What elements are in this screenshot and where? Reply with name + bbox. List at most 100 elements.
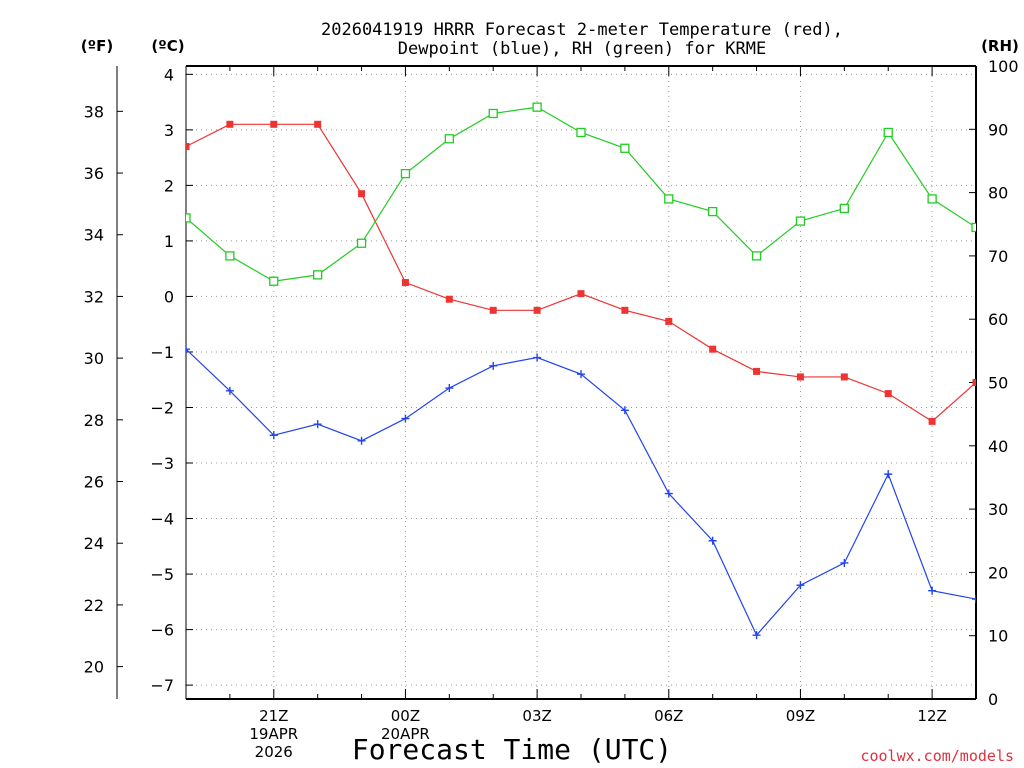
rh-tick-label: 20 [988, 563, 1008, 582]
dewpoint-point [708, 536, 717, 545]
celsius-tick-label: −3 [150, 454, 174, 473]
temperature-point [533, 306, 541, 314]
temperature-point [577, 290, 585, 298]
temperature-point [840, 373, 848, 381]
x-tick-label: 19APR [249, 725, 298, 743]
dewpoint-point [884, 470, 893, 479]
fahrenheit-tick-label: 20 [84, 658, 104, 677]
dewpoint-point [225, 386, 234, 395]
dewpoint-point [533, 353, 542, 362]
rh-point [532, 102, 542, 112]
temperature-point [270, 120, 278, 128]
celsius-tick-label: −5 [150, 565, 174, 584]
x-tick-label: 06Z [654, 707, 683, 725]
rh-point [883, 127, 893, 138]
credit-text: coolwx.com/models [860, 747, 1014, 765]
temperature-point [226, 120, 234, 128]
dewpoint-point [186, 345, 190, 354]
rh-tick-label: 0 [988, 690, 998, 709]
dewpoint-point [401, 414, 410, 423]
series-temperature [186, 120, 976, 425]
dewpoint-line [186, 348, 976, 637]
rh-point [839, 203, 849, 214]
dewpoint-point [445, 384, 454, 393]
fahrenheit-tick-label: 36 [84, 164, 104, 183]
temperature-point [665, 317, 673, 325]
fahrenheit-tick-label: 32 [84, 287, 104, 306]
rh-point [225, 251, 235, 261]
rh-tick-label: 30 [988, 500, 1008, 519]
fahrenheit-tick-label: 22 [84, 596, 104, 615]
rh-point [620, 143, 630, 153]
rh-point [795, 216, 806, 226]
celsius-unit-label: (ºC) [151, 37, 184, 55]
data-series [186, 102, 976, 640]
chart-title-line-1: 2026041919 HRRR Forecast 2-meter Tempera… [321, 20, 843, 40]
fahrenheit-unit-label: (ºF) [81, 37, 113, 55]
dewpoint-point [357, 436, 366, 445]
rh-tick-label: 60 [988, 310, 1008, 329]
fahrenheit-tick-label: 30 [84, 349, 104, 368]
rh-point [186, 213, 191, 223]
temperature-point [753, 367, 761, 375]
temperature-point [709, 345, 717, 353]
x-tick-label: 2026 [255, 743, 293, 761]
dewpoint-point [972, 595, 976, 604]
celsius-tick-label: 3 [164, 121, 174, 140]
fahrenheit-tick-label: 26 [84, 473, 104, 492]
temperature-point [884, 390, 892, 398]
x-tick-label: 03Z [522, 707, 551, 725]
x-tick-label: 00Z [391, 707, 420, 725]
dewpoint-point [928, 586, 937, 595]
x-axis-label: Forecast Time (UTC) [352, 733, 672, 766]
celsius-tick-label: −6 [150, 621, 174, 640]
rh-tick-label: 40 [988, 437, 1008, 456]
temperature-point [621, 306, 629, 314]
celsius-tick-label: 4 [164, 65, 174, 84]
celsius-tick-label: −2 [150, 398, 174, 417]
rh-point [488, 108, 498, 119]
rh-point [313, 270, 323, 280]
series-rh [186, 102, 976, 286]
axes [116, 65, 977, 700]
celsius-tick-label: −7 [150, 676, 174, 695]
rh-point [444, 134, 454, 144]
dewpoint-point [796, 581, 805, 590]
dewpoint-point [313, 420, 322, 429]
temperature-point [314, 120, 322, 128]
x-tick-label: 09Z [786, 707, 815, 725]
rh-tick-label: 10 [988, 627, 1008, 646]
celsius-tick-label: −1 [150, 343, 174, 362]
rh-point [751, 251, 762, 261]
rh-point [269, 276, 279, 286]
dewpoint-point [269, 431, 278, 440]
dewpoint-point [489, 361, 498, 370]
rh-point [664, 194, 674, 204]
celsius-tick-label: −4 [150, 510, 174, 529]
temperature-point [186, 143, 190, 151]
dewpoint-point [840, 558, 849, 567]
temperature-point [972, 379, 976, 386]
dewpoint-point [577, 370, 585, 379]
rh-unit-label: (RH) [981, 37, 1019, 55]
rh-point [708, 206, 718, 217]
rh-point [927, 194, 937, 204]
chart-title-line-2: Dewpoint (blue), RH (green) for KRME [398, 39, 766, 59]
celsius-tick-label: 1 [164, 232, 174, 251]
rh-tick-label: 50 [988, 374, 1008, 393]
rh-point [400, 168, 411, 179]
rh-tick-label: 70 [988, 247, 1008, 266]
fahrenheit-tick-label: 34 [84, 226, 104, 245]
rh-tick-label: 100 [988, 57, 1019, 76]
rh-point [971, 222, 976, 233]
dewpoint-point [620, 406, 629, 415]
temperature-point [445, 295, 453, 303]
rh-tick-label: 90 [988, 120, 1008, 139]
tick-labels: −7−6−5−4−3−2−10123421Z19APR202600Z20APR0… [84, 57, 1019, 761]
series-dewpoint [186, 345, 976, 640]
x-tick-label: 21Z [259, 707, 288, 725]
celsius-tick-label: 2 [164, 176, 174, 195]
temperature-point [489, 306, 497, 314]
rh-tick-label: 80 [988, 184, 1008, 203]
